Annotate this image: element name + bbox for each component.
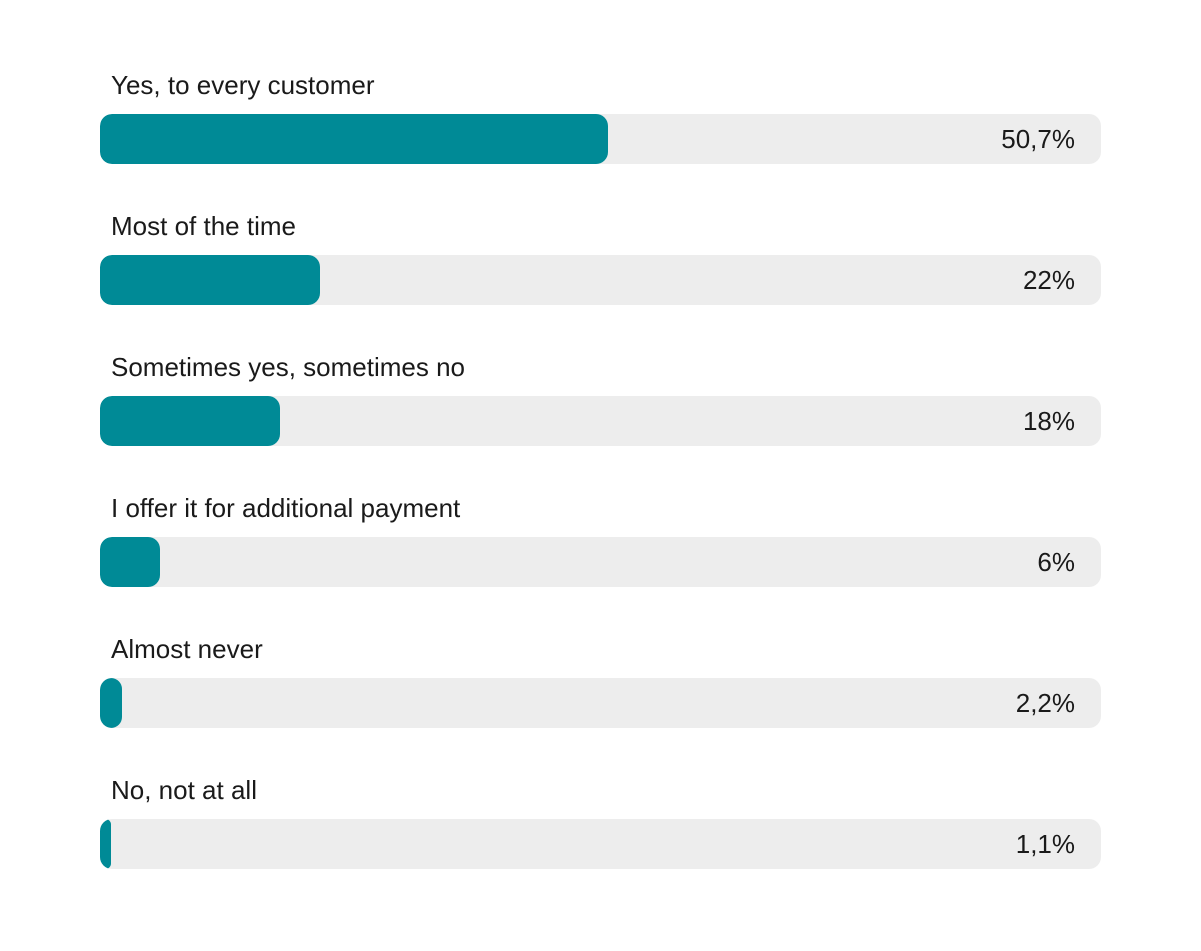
category-label: I offer it for additional payment (111, 493, 461, 523)
bar (100, 678, 123, 728)
category-label: Almost never (111, 634, 263, 664)
bar-row: No, not at all 1,1% (100, 775, 1101, 885)
value-label: 2,2% (1015, 688, 1075, 718)
category-label: Sometimes yes, sometimes no (111, 352, 466, 382)
bar (100, 396, 281, 446)
bar-track: 18% (100, 396, 1101, 446)
bar-track: 22% (100, 255, 1101, 305)
category-label: No, not at all (111, 775, 257, 805)
bar-row: I offer it for additional payment 6% (100, 493, 1101, 603)
bar-track: 6% (100, 537, 1101, 587)
bar-track: 50,7% (100, 114, 1101, 164)
bar (100, 537, 161, 587)
value-label: 6% (1037, 547, 1075, 577)
value-label: 18% (1022, 406, 1075, 436)
bar (100, 114, 608, 164)
category-label: Yes, to every customer (111, 70, 375, 100)
bar-row: Sometimes yes, sometimes no 18% (100, 352, 1101, 462)
bar (100, 255, 321, 305)
value-label: 22% (1022, 265, 1075, 295)
bar-row: Yes, to every customer 50,7% (100, 70, 1101, 180)
value-label: 50,7% (1001, 124, 1075, 154)
category-label: Most of the time (111, 211, 296, 241)
bar-track: 2,2% (100, 678, 1101, 728)
bar-row: Most of the time 22% (100, 211, 1101, 321)
bar-track: 1,1% (100, 819, 1101, 869)
value-label: 1,1% (1015, 829, 1075, 859)
bar (100, 819, 111, 869)
bar-row: Almost never 2,2% (100, 634, 1101, 744)
